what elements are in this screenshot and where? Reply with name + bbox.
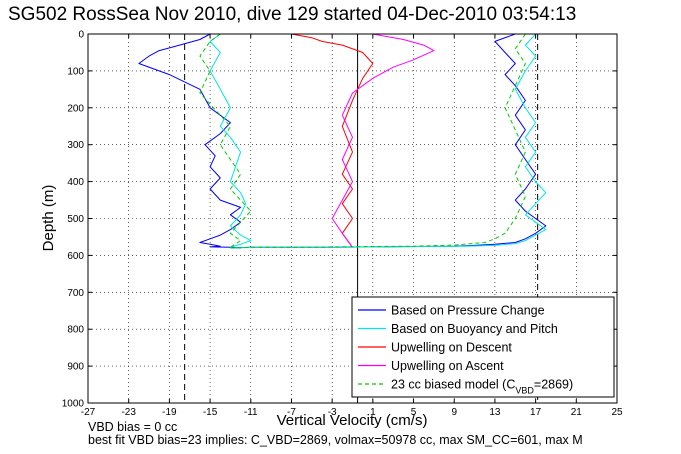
x-tick-label: 13 [489,407,501,418]
y-tick-label: 800 [67,325,84,336]
legend-subscript: VBD [515,386,534,396]
x-tick-label: 9 [451,407,457,418]
legend-label: Based on Buoyancy and Pitch [391,322,558,336]
y-tick-label: 400 [67,177,84,188]
series-line [331,33,435,248]
y-tick-label: 500 [67,214,84,225]
x-tick-label: -15 [203,407,218,418]
y-tick-label: 100 [67,66,84,77]
legend-box [351,296,615,398]
footer-vbd-bias: VBD bias = 0 cc [88,420,178,434]
x-axis-label: Vertical Velocity (cm/s) [277,412,428,429]
y-tick-label: 0 [78,30,84,41]
legend-label: Upwelling on Ascent [391,359,504,373]
series-line [199,33,252,248]
y-axis-label: Depth (m) [40,185,57,252]
x-tick-label: -3 [328,407,337,418]
legend: Based on Pressure Change Based on Buoyanc… [351,296,615,398]
series-line [230,33,547,249]
series-line [209,33,252,248]
x-tick-label: -27 [81,407,96,418]
legend-label: Based on Pressure Change [391,304,545,318]
y-tick-label: 600 [67,251,84,262]
y-tick-label: 900 [67,362,84,373]
x-tick-label: -11 [244,407,258,418]
legend-suffix: =2869) [534,378,573,392]
x-tick-label: -19 [162,407,177,418]
y-tick-label: 1000 [62,399,85,410]
series-line [230,33,547,249]
series-line [138,33,242,249]
footer-best-fit: best fit VBD bias=23 implies: C_VBD=2869… [88,433,583,447]
series-line [291,33,374,248]
tick-layer: -27 -23 -19 -15 -11 -7 -3 1 5 9 13 17 21 25 0 100 200 300… [62,30,623,419]
chart-title: SG502 RossSea Nov 2010, dive 129 started… [8,4,577,25]
x-tick-label: 5 [411,407,417,418]
x-tick-label: 21 [571,407,583,418]
x-tick-label: 1 [370,407,376,418]
y-tick-label: 200 [67,103,84,114]
series-layer [138,33,547,249]
x-tick-label: 25 [611,407,623,418]
x-tick-label: -23 [121,407,136,418]
x-tick-label: -7 [287,407,296,418]
legend-label: Upwelling on Descent [391,341,512,355]
y-tick-label: 300 [67,140,84,151]
x-tick-label: 17 [530,407,542,418]
y-tick-label: 700 [67,288,84,299]
series-line [230,33,526,249]
